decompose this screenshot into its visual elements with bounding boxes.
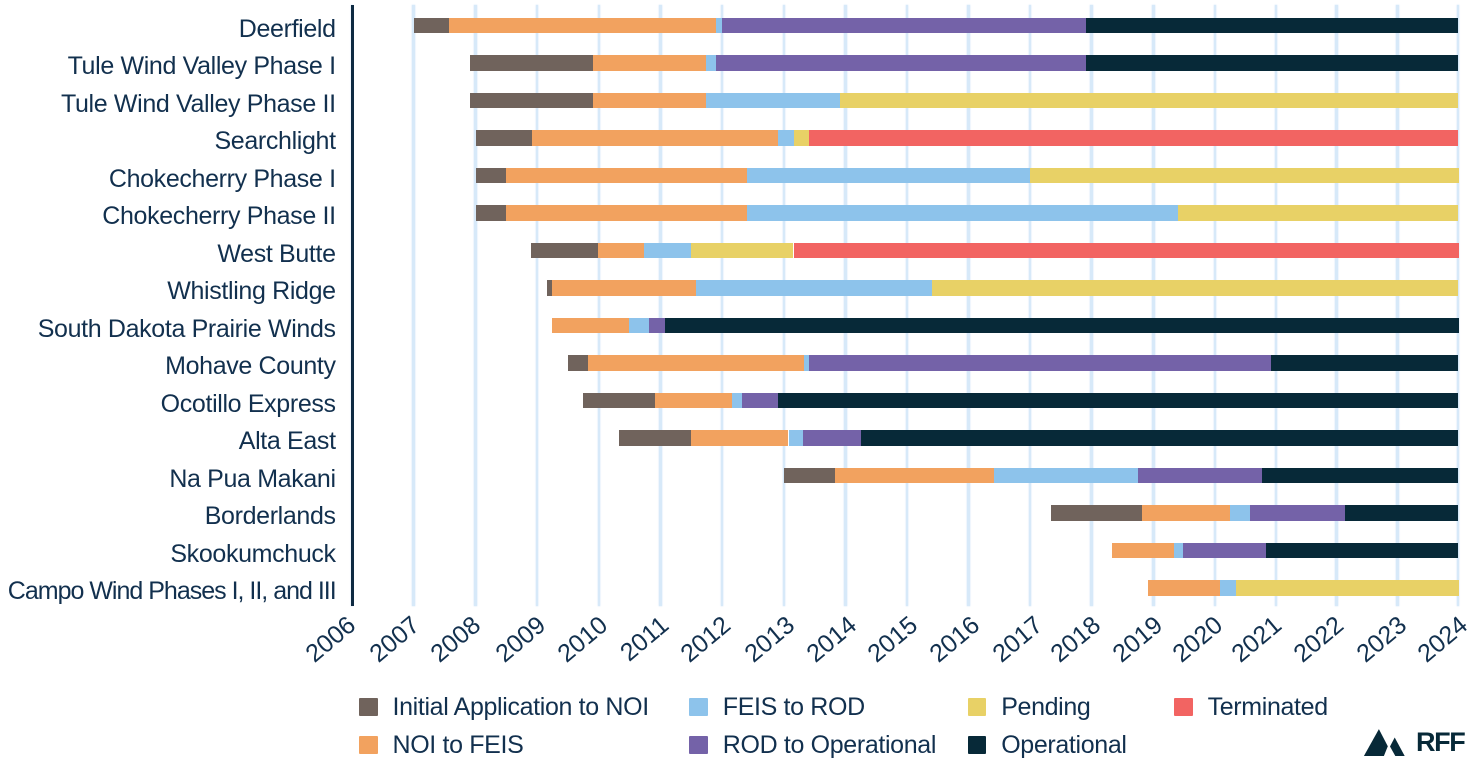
svg-text:RFF: RFF <box>1416 727 1465 757</box>
